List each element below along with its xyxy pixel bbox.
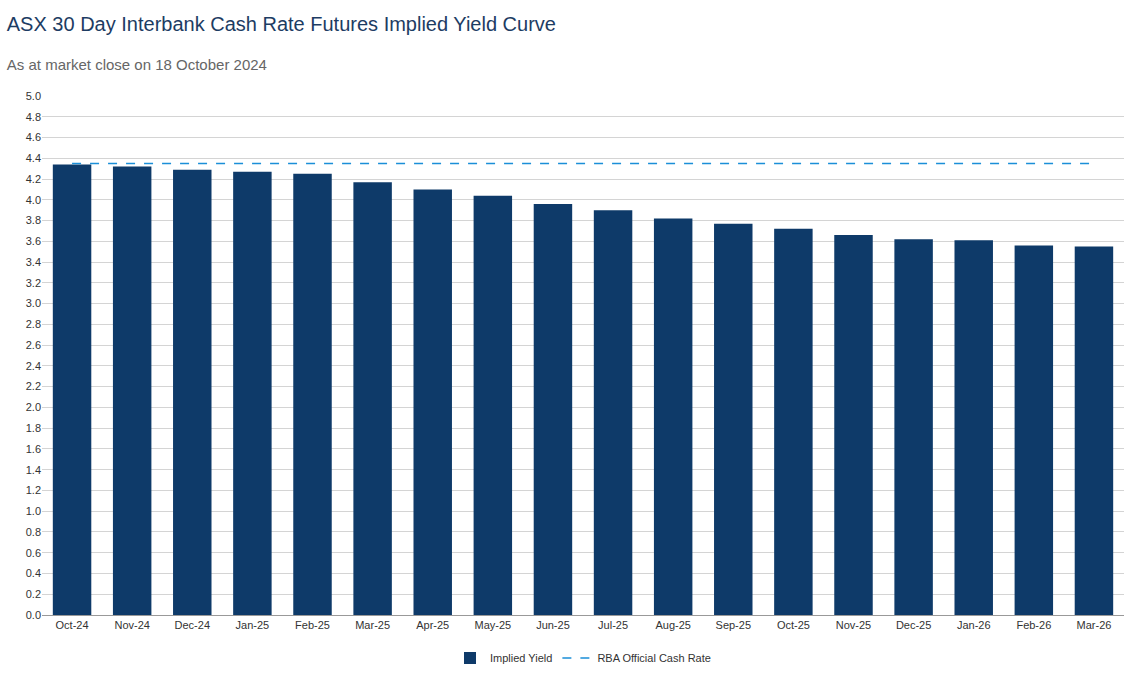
svg-text:Apr-25: Apr-25 [416,619,449,631]
svg-text:4.0: 4.0 [26,194,41,206]
svg-text:0.6: 0.6 [26,547,41,559]
svg-text:3.4: 3.4 [26,256,41,268]
svg-text:2.0: 2.0 [26,401,41,413]
svg-text:Jan-26: Jan-26 [957,619,991,631]
svg-text:2.6: 2.6 [26,339,41,351]
svg-text:3.6: 3.6 [26,235,41,247]
svg-text:5.0: 5.0 [26,90,41,102]
svg-text:1.0: 1.0 [26,505,41,517]
svg-text:4.8: 4.8 [26,111,41,123]
svg-text:Sep-25: Sep-25 [716,619,751,631]
svg-text:3.0: 3.0 [26,297,41,309]
svg-text:1.2: 1.2 [26,484,41,496]
svg-text:0.2: 0.2 [26,588,41,600]
svg-text:0.0: 0.0 [26,609,41,621]
svg-text:3.2: 3.2 [26,277,41,289]
svg-text:Oct-25: Oct-25 [777,619,810,631]
svg-text:Jun-25: Jun-25 [536,619,570,631]
svg-text:Mar-26: Mar-26 [1077,619,1112,631]
svg-text:2.4: 2.4 [26,360,41,372]
svg-text:2.2: 2.2 [26,380,41,392]
svg-text:Implied Yield: Implied Yield [490,652,552,664]
svg-text:3.8: 3.8 [26,214,41,226]
svg-text:1.6: 1.6 [26,443,41,455]
svg-text:Nov-25: Nov-25 [836,619,871,631]
svg-text:RBA Official Cash Rate: RBA Official Cash Rate [597,652,711,664]
svg-text:0.4: 0.4 [26,567,41,579]
svg-text:Oct-24: Oct-24 [56,619,89,631]
svg-text:4.4: 4.4 [26,152,41,164]
svg-text:ASX 30 Day Interbank Cash Rate: ASX 30 Day Interbank Cash Rate Futures I… [7,13,556,35]
svg-text:2.8: 2.8 [26,318,41,330]
svg-text:Nov-24: Nov-24 [114,619,149,631]
svg-text:1.4: 1.4 [26,464,41,476]
svg-text:As at market close on 18 Octob: As at market close on 18 October 2024 [7,56,267,73]
svg-text:May-25: May-25 [474,619,511,631]
svg-text:Feb-26: Feb-26 [1016,619,1051,631]
svg-text:4.6: 4.6 [26,131,41,143]
svg-text:Dec-25: Dec-25 [896,619,931,631]
svg-text:Aug-25: Aug-25 [655,619,690,631]
svg-text:Jan-25: Jan-25 [236,619,270,631]
svg-text:Mar-25: Mar-25 [355,619,390,631]
svg-text:4.2: 4.2 [26,173,41,185]
svg-text:Dec-24: Dec-24 [175,619,210,631]
svg-text:0.8: 0.8 [26,526,41,538]
svg-text:1.8: 1.8 [26,422,41,434]
svg-text:Feb-25: Feb-25 [295,619,330,631]
svg-text:Jul-25: Jul-25 [598,619,628,631]
